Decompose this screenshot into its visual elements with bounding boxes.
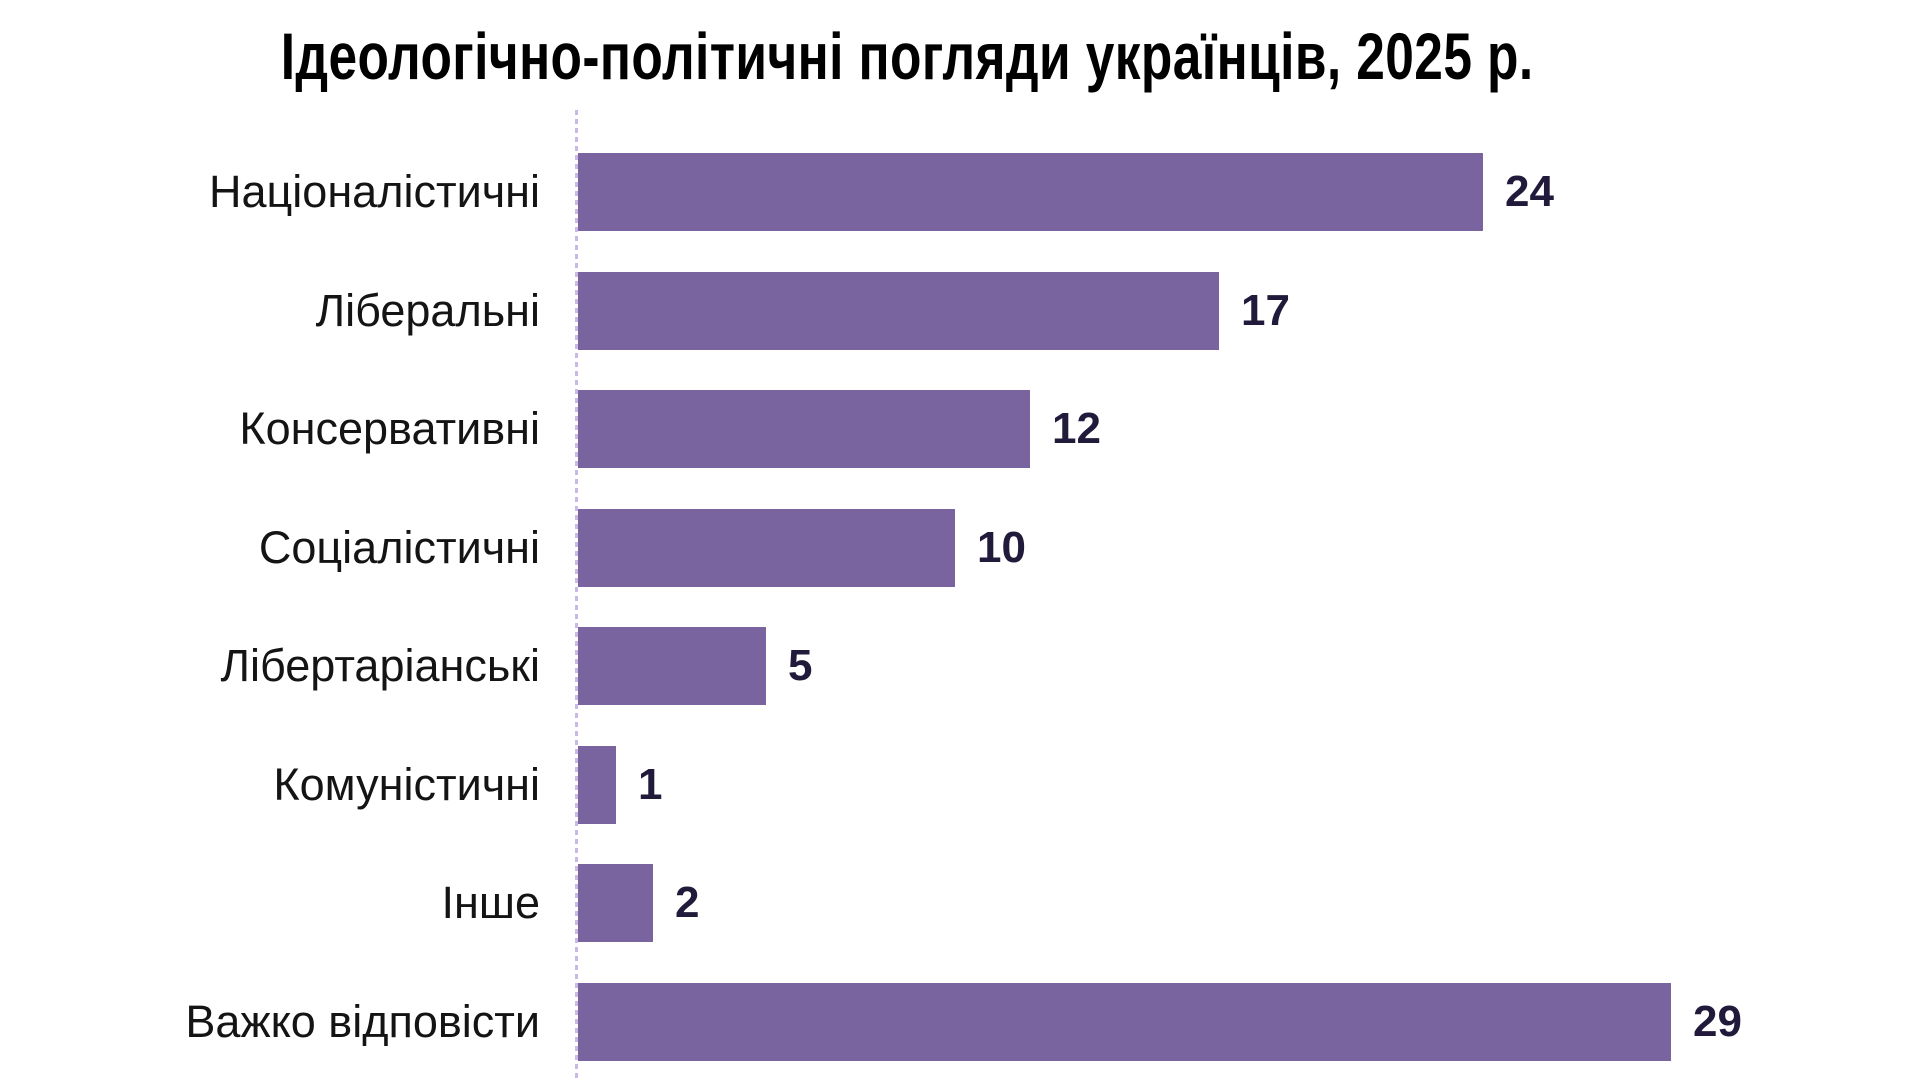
- bar: [578, 509, 955, 587]
- bar-row: Соціалістичні 10: [0, 489, 1920, 608]
- value-label: 10: [977, 523, 1026, 573]
- bar-area: 12: [578, 390, 1920, 468]
- category-label: Консервативні: [0, 403, 578, 455]
- bar-row: Лібертаріанські 5: [0, 607, 1920, 726]
- bar: [578, 272, 1219, 350]
- value-label: 5: [788, 641, 812, 691]
- value-label: 12: [1052, 404, 1101, 454]
- category-label: Інше: [0, 877, 578, 929]
- chart-title-container: Ідеологічно-політичні погляди українців,…: [0, 18, 1814, 94]
- bar-row: Інше 2: [0, 844, 1920, 963]
- category-label: Лібертаріанські: [0, 640, 578, 692]
- value-label: 24: [1505, 167, 1554, 217]
- bar-area: 1: [578, 746, 1920, 824]
- category-label: Соціалістичні: [0, 522, 578, 574]
- bar-row: Ліберальні 17: [0, 252, 1920, 371]
- bar: [578, 864, 653, 942]
- bar-area: 24: [578, 153, 1920, 231]
- bar: [578, 746, 616, 824]
- chart-title: Ідеологічно-політичні погляди українців,…: [281, 18, 1534, 94]
- bar: [578, 627, 766, 705]
- bar: [578, 983, 1671, 1061]
- bar-area: 5: [578, 627, 1920, 705]
- bar-row: Націоналістичні 24: [0, 133, 1920, 252]
- value-label: 17: [1241, 286, 1290, 336]
- category-label: Ліберальні: [0, 285, 578, 337]
- value-label: 2: [675, 878, 699, 928]
- bar: [578, 390, 1030, 468]
- bar: [578, 153, 1483, 231]
- bar-area: 10: [578, 509, 1920, 587]
- value-label: 29: [1693, 997, 1742, 1047]
- bar-area: 2: [578, 864, 1920, 942]
- value-label: 1: [638, 760, 662, 810]
- category-label: Націоналістичні: [0, 166, 578, 218]
- bar-area: 29: [578, 983, 1920, 1061]
- category-label: Комуністичні: [0, 759, 578, 811]
- bar-rows: Націоналістичні 24 Ліберальні 17 Консерватив…: [0, 133, 1920, 1081]
- bar-row: Консервативні 12: [0, 370, 1920, 489]
- category-label: Важко відповісти: [0, 996, 578, 1048]
- bar-chart: Націоналістичні 24 Ліберальні 17 Консерватив…: [0, 133, 1920, 1081]
- bar-row: Важко відповісти 29: [0, 963, 1920, 1081]
- bar-area: 17: [578, 272, 1920, 350]
- bar-row: Комуністичні 1: [0, 726, 1920, 845]
